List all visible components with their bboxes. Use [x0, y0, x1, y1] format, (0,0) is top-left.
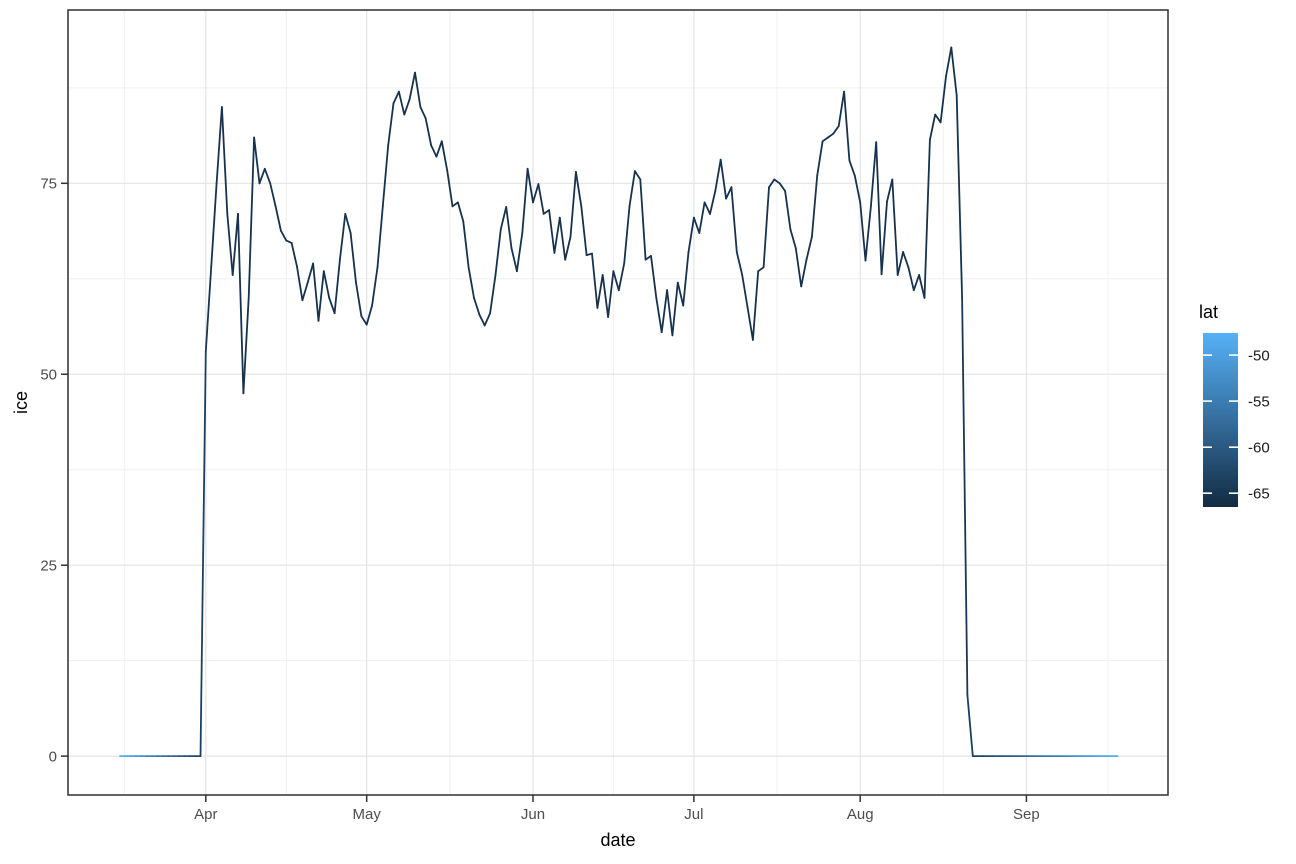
y-tick-label: 75 [40, 176, 57, 193]
y-axis: 0 25 50 75 [40, 176, 68, 765]
ice-line [119, 46, 1119, 757]
y-tick-label: 0 [49, 748, 57, 765]
legend-title: lat [1199, 302, 1219, 322]
legend-tick-label: -60 [1248, 439, 1270, 456]
panel-background [68, 10, 1168, 795]
legend-gradient-bar [1203, 333, 1238, 507]
legend-tick-label: -65 [1248, 485, 1270, 502]
panel-border [67, 9, 1169, 796]
x-tick-label: Jun [521, 806, 545, 823]
x-tick-label: Sep [1013, 806, 1040, 823]
x-tick-label: Aug [847, 806, 874, 823]
legend-tick-label: -50 [1248, 347, 1270, 364]
x-tick-label: Apr [194, 806, 217, 823]
legend-tick-label: -55 [1248, 393, 1270, 410]
x-tick-label: May [353, 806, 382, 823]
y-tick-label: 25 [40, 557, 57, 574]
x-axis-title: date [600, 830, 636, 850]
y-tick-label: 50 [40, 366, 57, 383]
legend-colorbar: -50 -55 -60 -65 [1203, 333, 1270, 507]
x-axis: Apr May Jun Jul Aug Sep [194, 795, 1040, 823]
grid-minor [68, 10, 1168, 795]
grid-major [68, 10, 1168, 795]
x-tick-label: Jul [684, 806, 703, 823]
y-axis-title: ice [11, 390, 32, 415]
